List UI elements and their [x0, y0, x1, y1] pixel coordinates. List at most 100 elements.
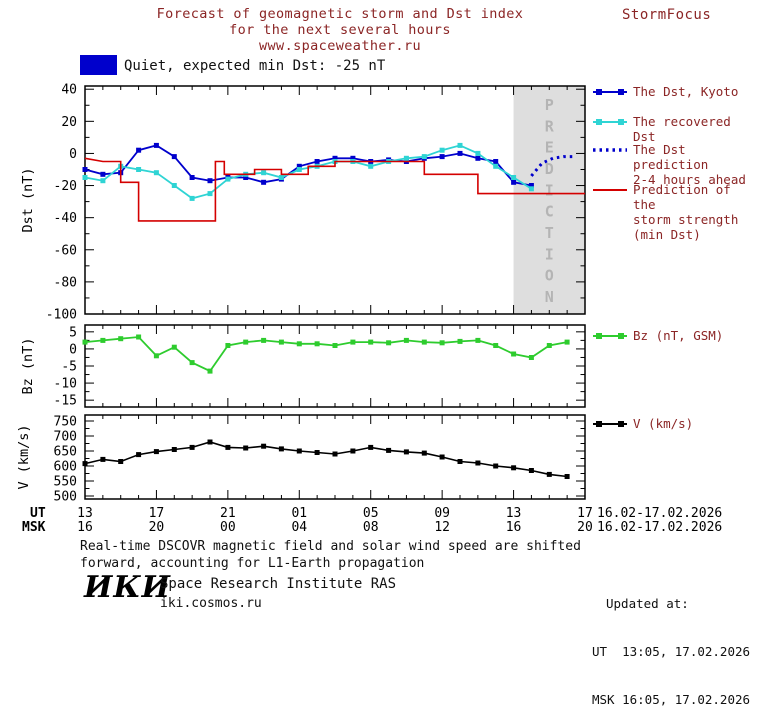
marker-bz-nt-gsm	[118, 336, 124, 342]
marker-the-dst-kyoto	[332, 155, 338, 161]
prediction-band-letter: O	[545, 267, 554, 285]
marker-bz-nt-gsm	[171, 344, 177, 350]
series-v-km-s	[84, 441, 568, 478]
legend-dst-prediction: The Dst prediction 2-4 hours ahead	[593, 142, 760, 187]
marker-the-recovered-dst	[403, 155, 409, 161]
marker-v-km-s	[278, 446, 284, 452]
prediction-band-letter: I	[545, 245, 554, 263]
marker-v-km-s	[207, 439, 213, 445]
marker-the-dst-kyoto	[296, 163, 302, 169]
marker-v-km-s	[457, 459, 463, 464]
marker-bz-nt-gsm	[153, 353, 159, 359]
x-tick-label-ut-1: 17	[148, 506, 165, 521]
y-axis-label: V (km/s)	[16, 424, 32, 489]
x-tick-label-msk-3: 04	[291, 520, 308, 535]
marker-bz-nt-gsm	[421, 339, 427, 345]
marker-bz-nt-gsm	[350, 339, 356, 345]
legend-swatch-recovered-icon	[593, 119, 627, 125]
legend-swatch-dst-kyoto-icon	[593, 89, 627, 95]
x-tick-label-ut-4: 05	[362, 506, 379, 521]
marker-the-recovered-dst	[511, 175, 517, 180]
y-tick-label: -60	[54, 243, 77, 258]
marker-the-dst-kyoto	[457, 150, 463, 156]
y-tick-label: 20	[61, 115, 77, 130]
marker-v-km-s	[225, 444, 231, 450]
marker-the-dst-kyoto	[171, 154, 177, 160]
marker-bz-nt-gsm	[136, 334, 142, 340]
marker-v-km-s	[153, 449, 159, 455]
marker-v-km-s	[243, 445, 249, 451]
propagation-note-line-1: Real-time DSCOVR magnetic field and sola…	[80, 539, 581, 554]
marker-bz-nt-gsm	[511, 351, 517, 357]
marker-bz-nt-gsm	[243, 339, 249, 345]
marker-the-recovered-dst	[225, 176, 231, 182]
marker-v-km-s	[136, 452, 142, 458]
prediction-band-letter: C	[545, 203, 554, 221]
marker-bz-nt-gsm	[332, 343, 338, 348]
marker-bz-nt-gsm	[368, 339, 374, 345]
marker-the-recovered-dst	[368, 163, 374, 169]
marker-bz-nt-gsm	[225, 343, 231, 348]
marker-the-recovered-dst	[207, 191, 213, 197]
msk-row-header: MSK	[22, 520, 46, 535]
marker-bz-nt-gsm	[261, 337, 267, 343]
y-tick-label: 40	[61, 83, 77, 98]
marker-the-recovered-dst	[136, 167, 142, 172]
legend-label-v: V (km/s)	[633, 416, 694, 431]
y-tick-label: -20	[54, 179, 77, 194]
y-tick-label: -15	[54, 394, 77, 409]
legend-storm-strength: Prediction of the storm strength (min Ds…	[593, 182, 760, 242]
marker-the-recovered-dst	[528, 186, 534, 192]
x-tick-label-msk-7: 20	[577, 520, 593, 535]
institute-site: iki.cosmos.ru	[160, 596, 262, 611]
ut-row-header: UT	[30, 506, 46, 521]
y-axis-label: Bz (nT)	[20, 338, 36, 395]
marker-the-recovered-dst	[171, 183, 177, 188]
marker-v-km-s	[100, 456, 106, 462]
x-tick-label-msk-1: 20	[148, 520, 165, 535]
series-bz-nt-gsm	[84, 336, 568, 373]
marker-bz-nt-gsm	[457, 338, 463, 344]
bz-chart: 5 0 -5 -10 -15 Bz (nT)	[20, 324, 586, 409]
marker-the-dst-kyoto	[528, 183, 534, 188]
y-tick-label: 600	[54, 460, 77, 475]
x-tick-label-msk-2: 00	[220, 520, 236, 535]
x-tick-label-ut-2: 21	[220, 506, 236, 521]
marker-bz-nt-gsm	[564, 339, 570, 345]
x-tick-label-ut-0: 13	[77, 506, 93, 521]
x-tick-label-msk-0: 16	[77, 520, 93, 535]
marker-v-km-s	[421, 450, 427, 456]
legend-swatch-v-icon	[593, 421, 627, 427]
marker-bz-nt-gsm	[314, 341, 320, 347]
marker-v-km-s	[296, 448, 302, 454]
y-tick-label: -5	[61, 360, 77, 375]
y-tick-label: -40	[54, 211, 77, 226]
marker-v-km-s	[528, 468, 534, 473]
legend-swatch-bz-icon	[593, 333, 627, 339]
marker-the-recovered-dst	[261, 170, 267, 176]
legend-swatch-storm-strength-icon	[593, 189, 627, 191]
legend-recovered-dst: The recovered Dst	[593, 114, 760, 144]
marker-v-km-s	[332, 451, 338, 457]
marker-the-recovered-dst	[475, 150, 481, 156]
legend-label-storm-strength: Prediction of the storm strength (min Ds…	[633, 182, 739, 242]
marker-bz-nt-gsm	[296, 341, 302, 347]
marker-the-recovered-dst	[493, 163, 499, 169]
marker-the-dst-kyoto	[439, 154, 445, 160]
msk-date-range: 16.02-17.02.2026	[597, 520, 723, 535]
marker-bz-nt-gsm	[100, 337, 106, 343]
iki-logo: ИКИ	[84, 570, 171, 605]
marker-the-recovered-dst	[100, 178, 106, 184]
y-tick-label: 750	[54, 415, 77, 430]
marker-the-recovered-dst	[278, 175, 284, 180]
x-tick-label-ut-7: 17	[577, 506, 593, 521]
series-the-dst-kyoto	[84, 144, 532, 187]
marker-bz-nt-gsm	[278, 339, 284, 345]
y-tick-label: -10	[54, 377, 77, 392]
marker-v-km-s	[261, 443, 267, 449]
y-tick-label: 550	[54, 475, 77, 490]
marker-bz-nt-gsm	[82, 339, 88, 345]
x-axis-ut-row: UT 16.02-17.02.2026 13 17 21 01 05 09 13 17	[0, 506, 760, 521]
marker-v-km-s	[386, 447, 392, 453]
